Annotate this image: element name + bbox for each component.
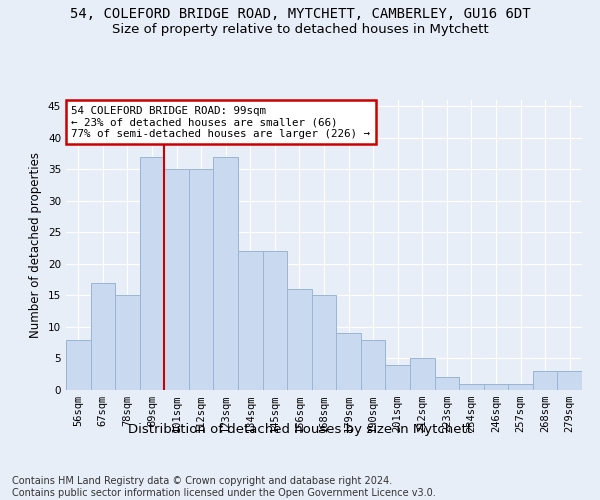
Text: 54, COLEFORD BRIDGE ROAD, MYTCHETT, CAMBERLEY, GU16 6DT: 54, COLEFORD BRIDGE ROAD, MYTCHETT, CAMB…: [70, 8, 530, 22]
Bar: [115, 296, 140, 390]
Bar: [385, 365, 410, 390]
Bar: [459, 384, 484, 390]
Bar: [361, 340, 385, 390]
Bar: [238, 252, 263, 390]
Bar: [336, 334, 361, 390]
Bar: [557, 371, 582, 390]
Text: 54 COLEFORD BRIDGE ROAD: 99sqm
← 23% of detached houses are smaller (66)
77% of : 54 COLEFORD BRIDGE ROAD: 99sqm ← 23% of …: [71, 106, 370, 139]
Bar: [263, 252, 287, 390]
Bar: [508, 384, 533, 390]
Bar: [484, 384, 508, 390]
Bar: [533, 371, 557, 390]
Bar: [434, 378, 459, 390]
Text: Distribution of detached houses by size in Mytchett: Distribution of detached houses by size …: [128, 422, 472, 436]
Bar: [214, 156, 238, 390]
Bar: [410, 358, 434, 390]
Bar: [140, 156, 164, 390]
Bar: [312, 296, 336, 390]
Text: Contains HM Land Registry data © Crown copyright and database right 2024.
Contai: Contains HM Land Registry data © Crown c…: [12, 476, 436, 498]
Text: Size of property relative to detached houses in Mytchett: Size of property relative to detached ho…: [112, 22, 488, 36]
Bar: [66, 340, 91, 390]
Bar: [189, 170, 214, 390]
Y-axis label: Number of detached properties: Number of detached properties: [29, 152, 43, 338]
Bar: [164, 170, 189, 390]
Bar: [91, 283, 115, 390]
Bar: [287, 289, 312, 390]
